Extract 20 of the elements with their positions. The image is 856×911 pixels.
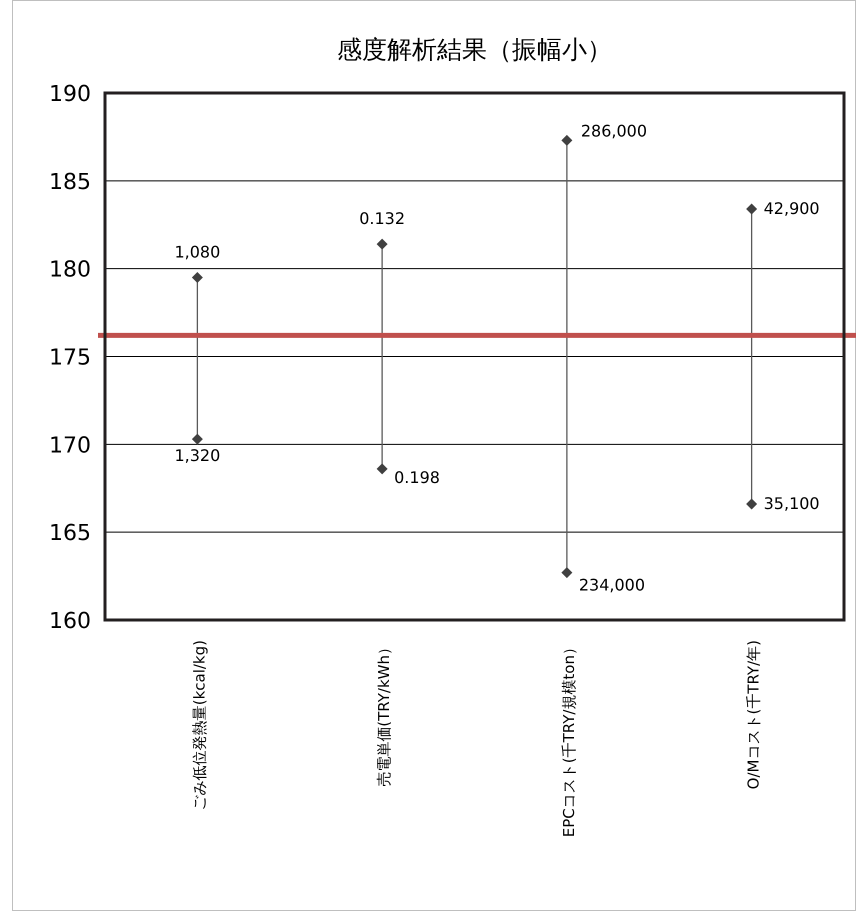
x-tick-label: EPCコスト(千TRY/規模ton） <box>560 640 578 838</box>
annotation: 0.132 <box>359 209 406 228</box>
annotation: 1,320 <box>174 446 220 466</box>
annotation: 1,080 <box>174 242 220 262</box>
y-tick-label: 165 <box>49 521 91 546</box>
annotation: 42,900 <box>764 198 820 218</box>
y-tick-label: 180 <box>49 258 91 283</box>
chart-title: 感度解析結果（振幅小） <box>337 35 612 64</box>
x-tick-label: 売電単価(TRY/kWh） <box>375 640 394 787</box>
y-tick-label: 170 <box>49 433 91 458</box>
annotation: 286,000 <box>580 121 648 140</box>
y-tick-label: 185 <box>49 170 91 195</box>
annotation: 234,000 <box>578 576 646 595</box>
x-tick-label: O/Mコスト(千TRY/年) <box>744 640 763 790</box>
x-tick-label: ごみ低位発熱量(kcal/kg) <box>190 640 208 810</box>
annotation: 0.198 <box>394 468 440 487</box>
y-tick-label: 190 <box>49 82 91 107</box>
annotation: 35,100 <box>764 494 820 514</box>
y-tick-label: 160 <box>49 609 91 634</box>
y-tick-label: 175 <box>49 346 91 370</box>
